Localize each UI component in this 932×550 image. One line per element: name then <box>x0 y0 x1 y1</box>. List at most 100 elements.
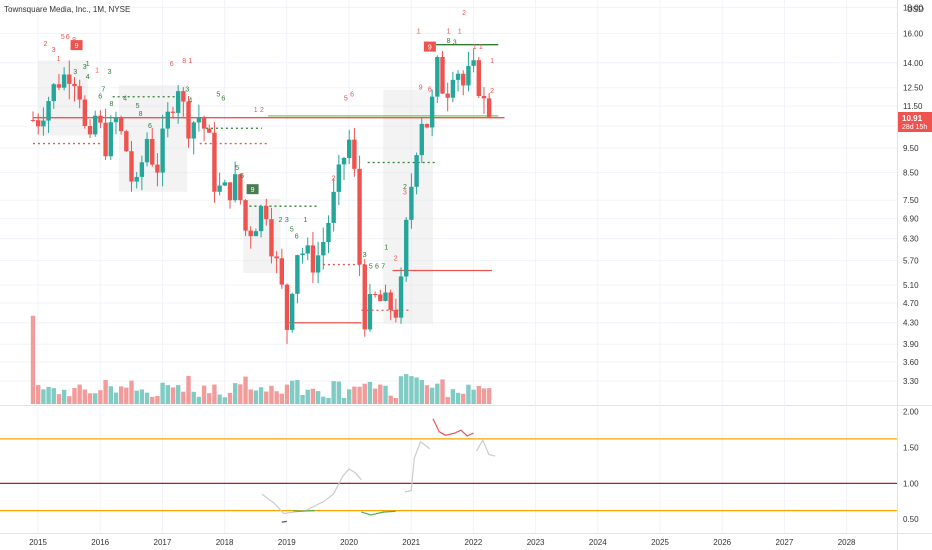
volume-bar <box>51 388 56 404</box>
volume-bar <box>378 384 383 404</box>
time-tick-label: 2022 <box>465 538 483 547</box>
time-tick-label: 2024 <box>589 538 607 547</box>
volume-bars <box>30 315 492 404</box>
price-axis[interactable]: 3.30 3.60 3.90 4.30 4.70 5.10 5.70 6.30 6.90 7.50… <box>903 3 924 386</box>
candle-body <box>486 98 492 118</box>
time-tick-label: 2027 <box>776 538 794 547</box>
time-tick-label: 2018 <box>216 538 234 547</box>
time-tick-label: 2025 <box>651 538 669 547</box>
price-tick-label: 18.00 <box>903 3 924 12</box>
currency-label: USD <box>907 5 924 14</box>
sell-count-label: 1 <box>473 44 477 51</box>
buy-count-label: 2 <box>279 217 283 224</box>
volume-bar <box>103 380 108 404</box>
last-price-tag: 10.91 28d 15h <box>898 112 932 132</box>
buy-count-label: 6 <box>148 123 152 130</box>
candle-body <box>191 122 196 139</box>
buy-count-label: 1 <box>384 244 388 251</box>
candle-body <box>243 200 248 231</box>
candle-body <box>67 74 72 84</box>
candle-body <box>129 151 134 182</box>
sell-count-label: 1 <box>447 28 451 35</box>
count-nine-label: 9 <box>428 45 432 52</box>
buy-count-label: 5 <box>136 103 140 110</box>
volume-bar <box>118 386 124 404</box>
volume-bar <box>331 381 336 404</box>
candle-body <box>347 139 352 158</box>
buy-count-label: 5 <box>290 227 294 234</box>
candle-body <box>378 294 383 301</box>
indicator-tick-label: 1.50 <box>903 443 919 452</box>
candle-body <box>103 122 108 157</box>
price-tick-label: 11.50 <box>903 102 923 111</box>
volume-bar <box>419 380 424 404</box>
time-tick-label: 2019 <box>278 538 296 547</box>
count-nine-label: 9 <box>75 43 79 50</box>
candle-body <box>258 206 264 232</box>
candle-body <box>357 168 362 265</box>
indicator-axis[interactable]: 0.50 1.00 1.50 2.00 <box>903 408 919 525</box>
time-tick-label: 2017 <box>154 538 172 547</box>
candle-body <box>424 123 430 128</box>
buy-count-label: 7 <box>381 264 385 271</box>
candle-body <box>118 117 124 132</box>
volume-bar <box>372 388 378 404</box>
indicator-pane <box>0 418 897 523</box>
volume-bar <box>134 390 139 404</box>
candle-body <box>393 309 399 318</box>
price-tick-label: 6.90 <box>903 215 919 224</box>
volume-bar <box>56 394 62 404</box>
buy-count-label: 4 <box>123 95 127 102</box>
candle-body <box>248 230 253 237</box>
candle-body <box>305 245 310 254</box>
last-price-value: 10.91 <box>902 114 923 123</box>
sell-count-label: 2 <box>331 176 335 183</box>
candle-body <box>196 117 202 123</box>
candle-body <box>419 123 424 156</box>
candle-body <box>124 131 129 152</box>
candle-body <box>72 83 77 87</box>
sell-count-label: 6 <box>350 92 354 99</box>
volume-bar <box>347 389 352 404</box>
sell-count-label: 1 <box>95 67 99 74</box>
time-axis[interactable]: 2015 2016 2017 2018 2019 2020 2021 2022 2023 2024… <box>29 538 856 547</box>
candles <box>30 48 492 344</box>
volume-bar <box>232 383 238 404</box>
candle-body <box>222 182 228 186</box>
volume-bar <box>196 396 202 404</box>
price-tick-label: 5.10 <box>903 281 919 290</box>
buy-count-label: 8 <box>109 101 113 108</box>
candle-body <box>445 93 450 98</box>
setup-zone <box>383 89 433 324</box>
candle-body <box>367 293 373 330</box>
volume-bar <box>326 397 331 404</box>
candle-body <box>404 219 409 277</box>
candle-body <box>331 191 336 223</box>
candle-body <box>56 84 62 88</box>
volume-bar <box>113 392 119 404</box>
time-tick-label: 2023 <box>527 538 545 547</box>
volume-bar <box>310 388 316 404</box>
buy-count-label: 1 <box>86 61 90 68</box>
count-nine-box <box>70 40 83 51</box>
buy-count-label: 1 <box>304 217 308 224</box>
candle-body <box>455 73 461 80</box>
volume-bar <box>139 389 145 404</box>
volume-bar <box>357 386 362 404</box>
candle-body <box>326 222 331 243</box>
volume-bar <box>108 386 113 404</box>
candle-body <box>186 101 191 139</box>
candle-body <box>41 120 46 127</box>
candle-body <box>175 91 181 113</box>
buy-count-label: 3 <box>453 40 457 47</box>
indicator-tick-label: 0.50 <box>903 515 919 524</box>
candle-body <box>217 185 222 192</box>
candle-body <box>289 293 295 330</box>
time-tick-label: 2015 <box>29 538 47 547</box>
volume-bar <box>471 389 476 404</box>
candle-body <box>429 96 435 128</box>
volume-bar <box>248 389 253 404</box>
volume-bar <box>227 393 233 404</box>
candle-body <box>150 138 155 165</box>
